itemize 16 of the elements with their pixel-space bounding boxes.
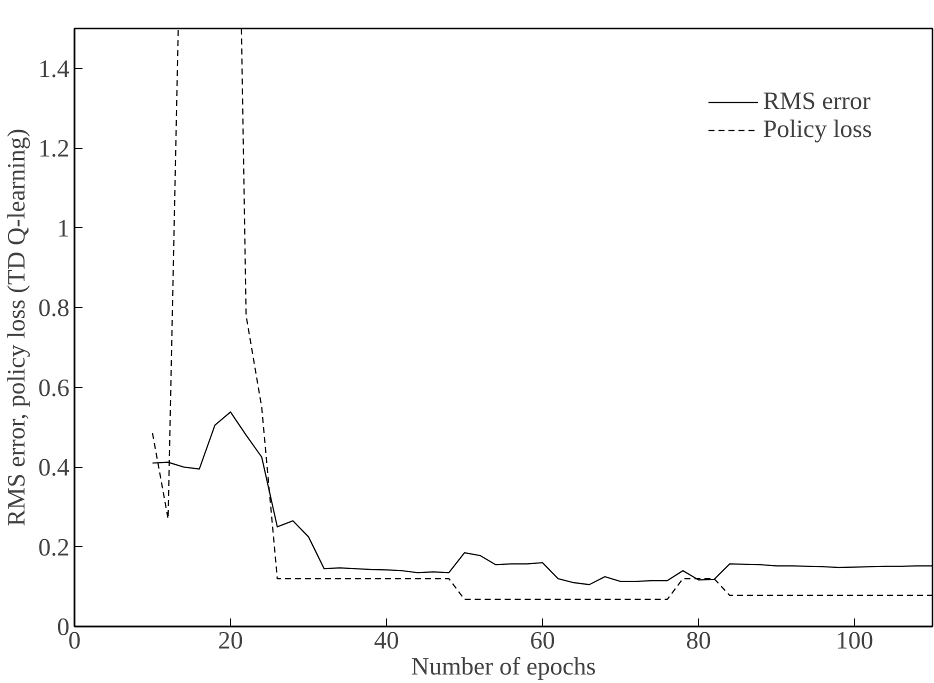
x-tick-label: 100	[836, 628, 874, 654]
x-tick-label: 20	[218, 628, 243, 654]
legend-label: Policy loss	[762, 116, 872, 144]
y-tick-label: 1	[57, 215, 70, 242]
x-tick-label: 60	[530, 628, 555, 654]
legend-label: RMS error	[762, 88, 871, 116]
x-tick-label: 40	[374, 628, 399, 654]
y-tick-label: 0.4	[38, 454, 70, 482]
y-tick-label: 1.4	[38, 56, 70, 83]
y-tick-label: 1.2	[38, 136, 70, 163]
x-tick-label: 80	[686, 628, 711, 654]
x-axis-title: Number of epochs	[411, 654, 596, 680]
y-tick-label: 0.8	[38, 295, 70, 322]
y-axis-title: RMS error, policy loss (TD Q-learning)	[3, 128, 30, 526]
y-tick-label: 0.6	[38, 374, 70, 402]
y-tick-label: 0.2	[38, 534, 70, 562]
